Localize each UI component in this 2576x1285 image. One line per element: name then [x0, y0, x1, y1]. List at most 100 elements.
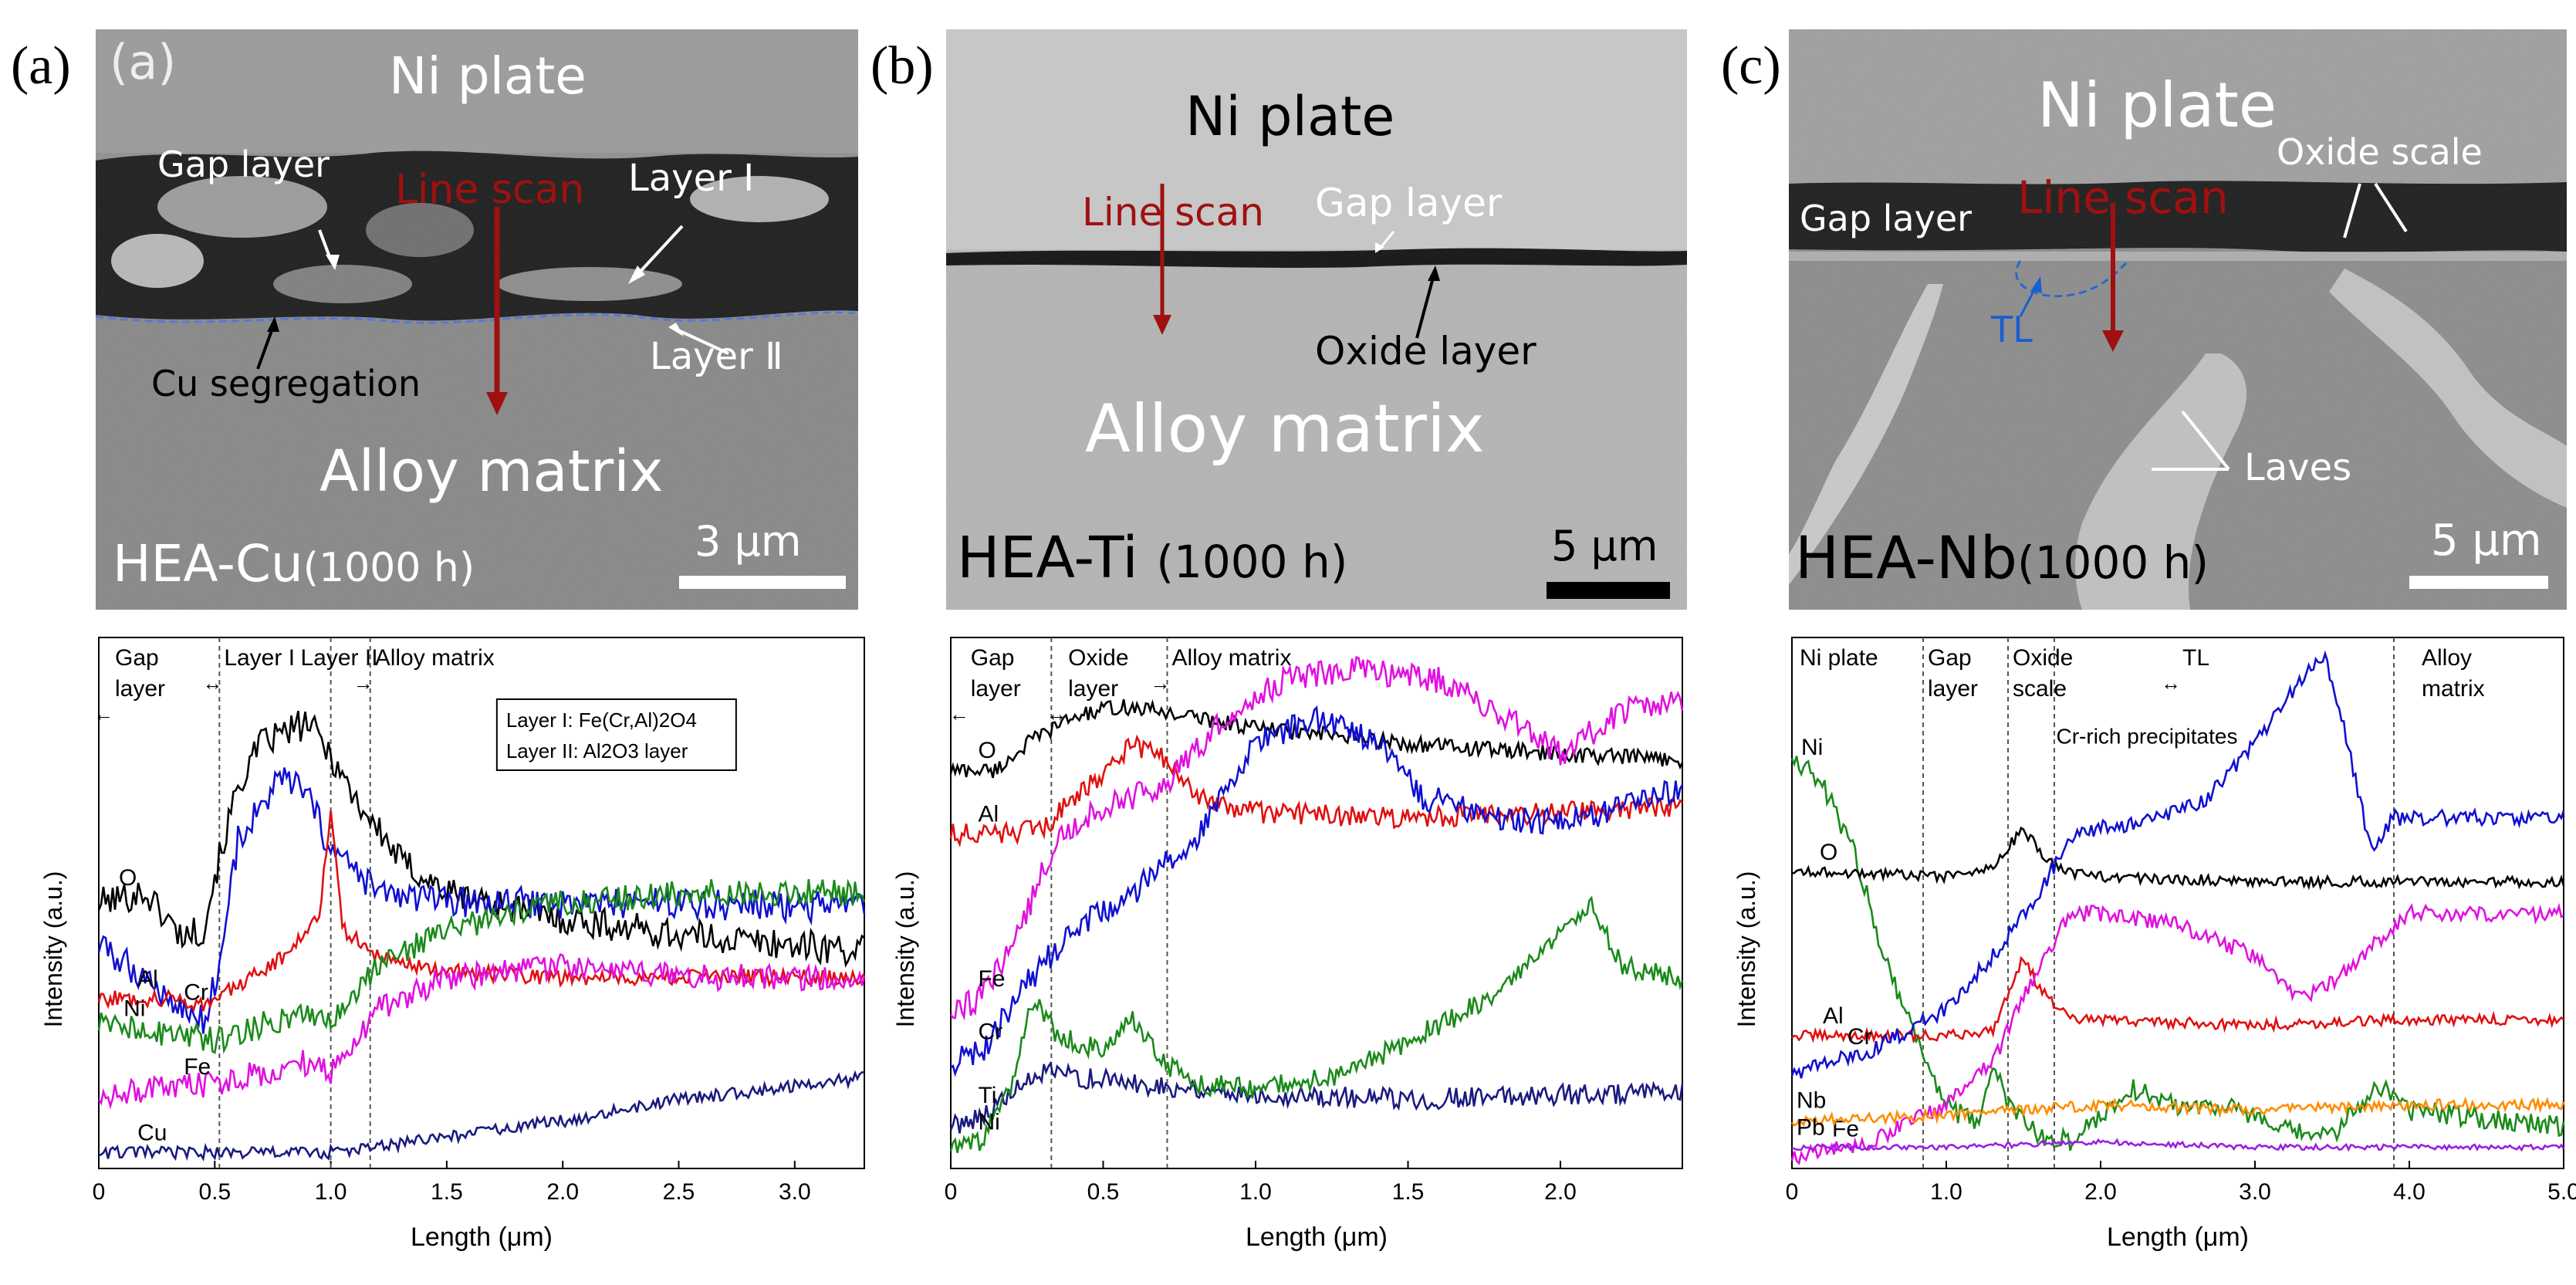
alloy-matrix-label-a: Alloy matrix [319, 438, 664, 505]
x-tick-label: 4.0 [2393, 1179, 2426, 1205]
series-label-ni: Ni [123, 996, 145, 1021]
x-tick-label: 0 [945, 1179, 958, 1205]
ni-plate-label-a: Ni plate [389, 46, 587, 106]
series-line-fe [97, 953, 866, 1110]
series-label-o: O [1820, 840, 1837, 865]
region-label: Ni plate [1800, 645, 1878, 671]
y-axis-label: Intensity (a.u.) [1733, 871, 1760, 1028]
line-scan-label-a: Line scan [395, 167, 585, 213]
series-line-ti [949, 1060, 1684, 1134]
series-label-fe: Fe [184, 1054, 211, 1080]
x-tick-label: 2.0 [546, 1179, 579, 1205]
sem-micrograph-hea-nb: Ni plate Oxide scale Gap layer Line scan… [1789, 29, 2567, 610]
x-tick-label: 3.0 [779, 1179, 811, 1205]
series-label-ni: Ni [1801, 735, 1823, 760]
sem-micrograph-hea-cu: (a) Ni plate Gap layer Line scan Layer Ⅰ… [96, 29, 858, 610]
x-tick-label: 0 [93, 1179, 106, 1205]
tl-label-c: TL [1991, 309, 2033, 350]
panel-label-a: (a) [11, 36, 71, 96]
region-arrow: ← [93, 702, 113, 725]
region-label: Gap [971, 645, 1015, 671]
region-arrow: ↔ [1046, 702, 1067, 725]
series-label-cr: Cr [979, 1020, 1003, 1045]
cu-segregation-label: Cu segregation [151, 363, 421, 404]
region-label: Layer II [301, 645, 378, 671]
scale-bar-b [1547, 582, 1670, 599]
sample-time-a: (1000 h) [303, 545, 475, 591]
sem-micrograph-hea-ti: Ni plate Line scan Gap layer Oxide layer… [946, 29, 1687, 610]
legend-box [495, 698, 737, 771]
x-tick-label: 2.0 [2084, 1179, 2117, 1205]
series-line-fe [1790, 902, 2564, 1165]
alloy-matrix-label-b: Alloy matrix [1085, 391, 1485, 468]
x-tick-label: 0.5 [198, 1179, 231, 1205]
x-tick-label: 1.5 [431, 1179, 463, 1205]
series-line-cr [1790, 650, 2565, 1079]
sample-name-c: HEA-Nb [1795, 523, 2018, 592]
legend-entry: Layer I: Fe(Cr,Al)2O4 [506, 708, 697, 732]
series-label-al: Al [137, 966, 158, 992]
region-label: Alloy matrix [1171, 645, 1291, 671]
x-tick-label: 0.5 [1087, 1179, 1120, 1205]
x-axis-label: Length (μm) [411, 1222, 553, 1252]
sample-label-b: HEA-Ti (1000 h) [957, 525, 1347, 591]
gap-layer-label-b: Gap layer [1315, 181, 1503, 225]
series-line-al [1791, 955, 2564, 1044]
series-label-o: O [119, 865, 137, 891]
line-scan-label-c: Line scan [2017, 171, 2229, 224]
series-label-nb: Nb [1797, 1088, 1826, 1114]
x-tick-label: 1.0 [1239, 1179, 1272, 1205]
series-label-ni: Ni [979, 1110, 1000, 1135]
region-label: Layer I [224, 645, 295, 671]
series-label-fe: Fe [979, 966, 1006, 992]
layer-1-label-a: Layer Ⅰ [628, 157, 755, 200]
region-label: Alloy [2422, 645, 2472, 671]
series-line-cr [950, 705, 1684, 1077]
region-arrow: → [1150, 671, 1170, 695]
region-arrow: → [353, 671, 374, 695]
scale-text-b: 5 μm [1551, 522, 1658, 570]
y-axis-label: Intensity (a.u.) [891, 871, 919, 1028]
sample-name-a: HEA-Cu [113, 534, 303, 593]
series-line-fe [949, 655, 1684, 1021]
region-label: layer [115, 676, 165, 702]
plot-frame [1791, 637, 2564, 1169]
series-label-al: Al [1823, 1003, 1844, 1029]
region-label: layer [971, 676, 1021, 702]
series-line-ni [1790, 756, 2565, 1151]
oxide-layer-label-b: Oxide layer [1315, 329, 1536, 374]
sem-image-c [1789, 29, 2567, 610]
sem-image-a [96, 29, 858, 610]
panel-label-b: (b) [870, 36, 934, 96]
series-line-ni [97, 878, 866, 1054]
x-tick-label: 1.5 [1392, 1179, 1425, 1205]
series-line-al [97, 810, 865, 1012]
x-tick-label: 0 [1786, 1179, 1799, 1205]
ni-plate-label-c: Ni plate [2037, 69, 2277, 141]
ni-plate-label-b: Ni plate [1185, 85, 1395, 148]
region-label: scale [2013, 676, 2067, 702]
gap-layer-label-c: Gap layer [1800, 198, 1973, 239]
line-scan-plot-b: 0 0.5 1.0 1.5 2.0 Length (μm) Intensity (a.u.)… [887, 625, 1694, 1281]
plot-svg-a: 0 0.5 1.0 1.5 2.0 2.5 3.0 Length (μm) Intensity … [39, 637, 866, 1252]
series-line-o [1791, 826, 2565, 891]
region-label: layer [1068, 676, 1118, 702]
sample-label-c: HEA-Nb(1000 h) [1795, 523, 2209, 592]
y-axis-label: Intensity (a.u.) [39, 871, 67, 1028]
x-tick-label: 1.0 [1930, 1179, 1962, 1205]
region-label: Gap [1928, 645, 1972, 671]
series-line-ni [949, 895, 1684, 1153]
series-line-o [97, 710, 865, 968]
series-line-pb [1791, 1138, 2565, 1152]
sample-time-b: (1000 h) [1156, 536, 1348, 588]
region-arrow: ↔ [2161, 671, 2181, 695]
region-label: Gap [115, 645, 159, 671]
sem-image-b [946, 29, 1687, 610]
panel-label-c: (c) [1721, 36, 1781, 96]
sample-time-c: (1000 h) [2017, 536, 2209, 589]
x-tick-label: 5.0 [2547, 1179, 2576, 1205]
series-line-cr [97, 767, 866, 1034]
series-label-cr: Cr [1847, 1024, 1872, 1050]
plot-svg-b: 0 0.5 1.0 1.5 2.0 Length (μm) Intensity (a.u.)… [891, 637, 1684, 1252]
x-tick-label: 2.5 [663, 1179, 695, 1205]
